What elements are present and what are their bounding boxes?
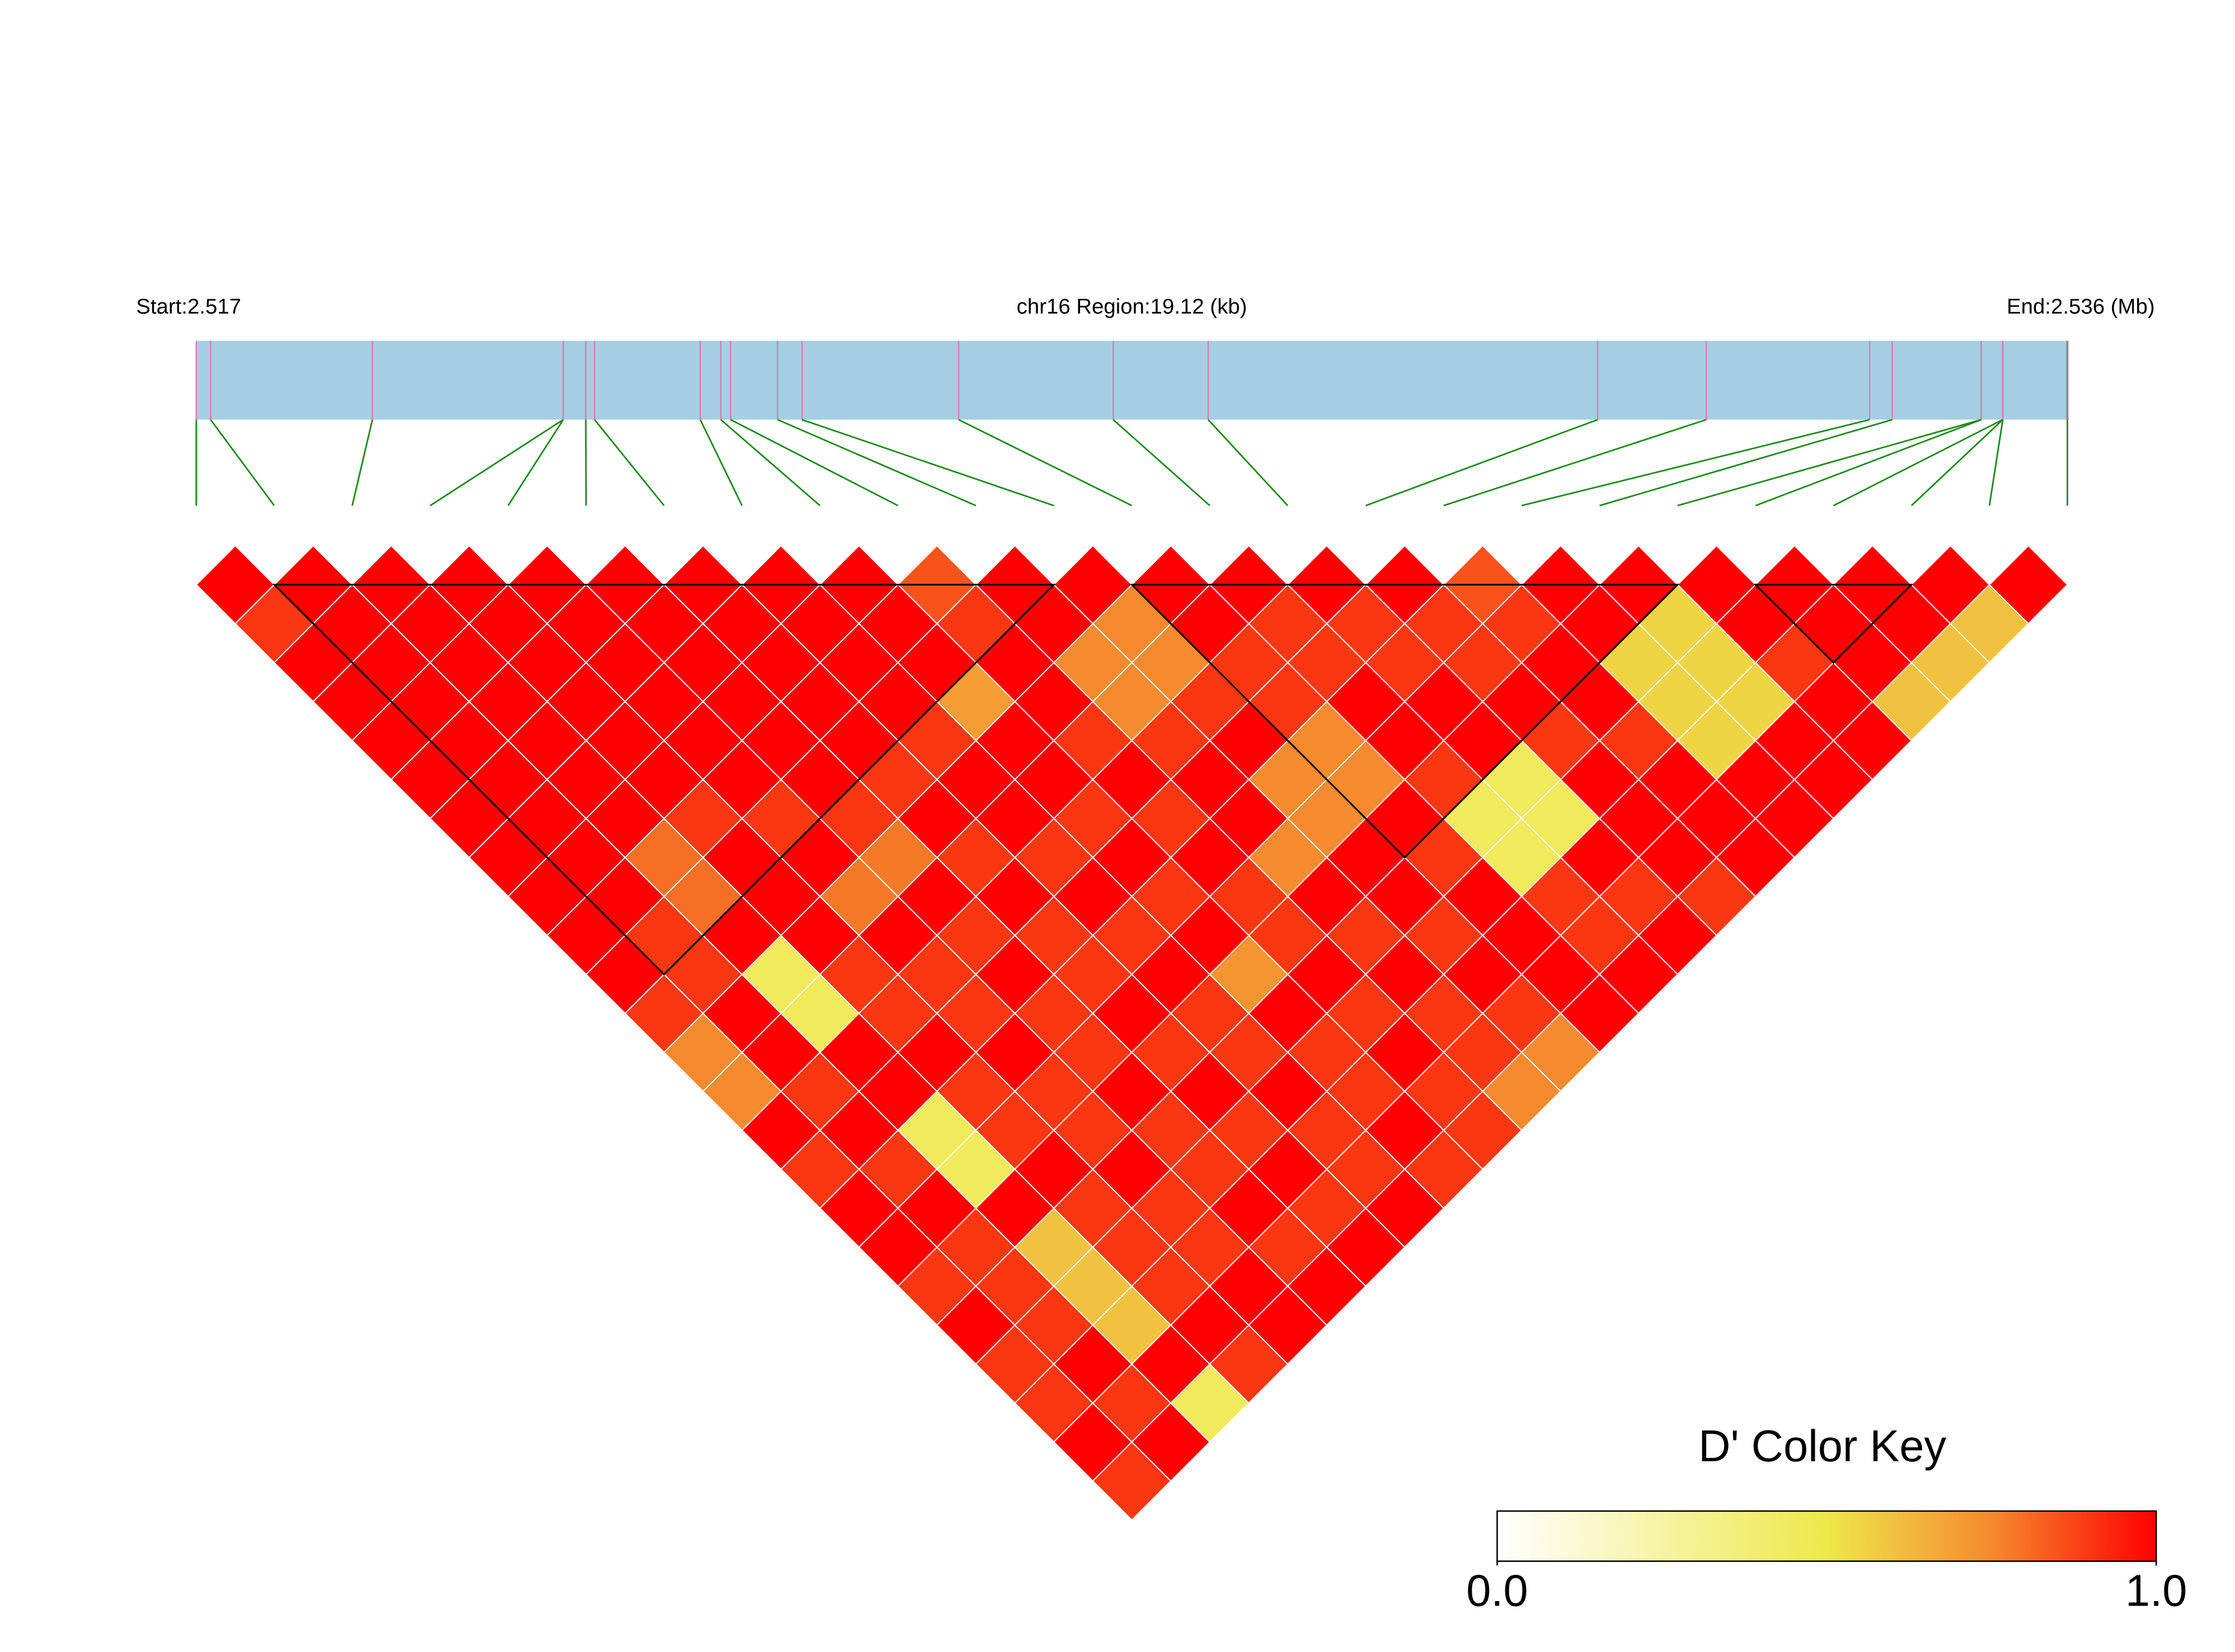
- snp-connector: [1112, 419, 1210, 506]
- color-key-tick-label: 1.0: [2125, 1566, 2187, 1616]
- snp-connector: [801, 418, 1054, 507]
- ld-block: [1753, 583, 1914, 664]
- snp-connector: [1833, 418, 2003, 507]
- snp-connector: [1910, 419, 2003, 506]
- snp-connector: [730, 418, 899, 507]
- colorkey-title: D' Color Key: [1698, 1421, 1946, 1471]
- snp-connector: [699, 419, 743, 506]
- color-key: [1496, 1510, 2157, 1562]
- end-label: End:2.536 (Mb): [2007, 295, 2155, 319]
- snp-connector: [351, 419, 373, 506]
- region-label: chr16 Region:19.12 (kb): [1017, 295, 1247, 319]
- snp-connector: [1443, 418, 1707, 507]
- snp-connector: [777, 418, 976, 507]
- ld-cell: [1988, 545, 2068, 625]
- genome-track: [196, 341, 2068, 420]
- snp-connector: [210, 419, 275, 506]
- snp-connector: [594, 419, 665, 506]
- snp-connector: [1599, 418, 1893, 507]
- snp-connector: [720, 419, 821, 506]
- snp-connector: [958, 418, 1133, 507]
- ld-block: [1129, 583, 1680, 859]
- color-key-tick-label: 0.0: [1466, 1566, 1528, 1616]
- snp-connector: [1988, 419, 2004, 506]
- snp-connector: [507, 419, 564, 506]
- snp-connector: [1521, 418, 1870, 507]
- ld-block: [272, 583, 1056, 976]
- snp-connector: [1755, 418, 1982, 507]
- snp-connector: [1677, 418, 1982, 507]
- snp-connector: [1207, 419, 1289, 506]
- snp-connector: [1365, 418, 1598, 507]
- start-label: Start:2.517: [136, 295, 241, 319]
- snp-connector: [429, 418, 564, 506]
